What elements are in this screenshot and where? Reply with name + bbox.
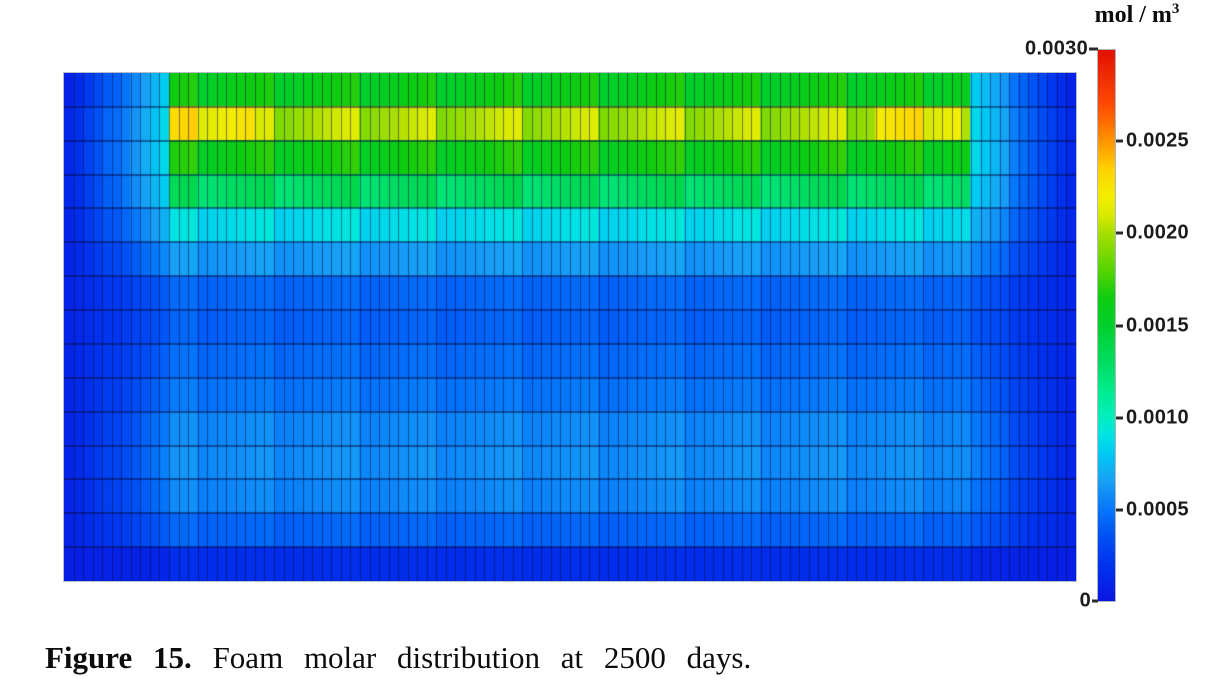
figure-caption: Figure 15. Foam molar distribution at 25… (45, 640, 751, 676)
colorbar-tick-mark (1116, 508, 1123, 512)
heatmap-plot (63, 72, 1077, 582)
colorbar-units-text: mol / m (1094, 2, 1172, 28)
colorbar-tick-0.0005: 0.0005 (1116, 498, 1189, 521)
colorbar-min-tick (1092, 599, 1098, 603)
figure-caption-text: Foam molar distribution at 2500 days. (212, 640, 752, 675)
colorbar-max-label: 0.0030 (1025, 38, 1098, 61)
colorbar-tick-0.0025: 0.0025 (1116, 130, 1189, 153)
colorbar-tick-mark (1116, 139, 1123, 143)
colorbar-tick-value: 0.0015 (1126, 314, 1189, 336)
colorbar-tick-value: 0.0025 (1126, 129, 1189, 152)
colorbar-tick-mark (1116, 231, 1123, 235)
colorbar-tick-0.0015: 0.0015 (1116, 314, 1189, 337)
colorbar-tick-mark (1116, 416, 1123, 420)
colorbar-gradient (1097, 49, 1116, 602)
colorbar-min-value: 0 (1079, 589, 1091, 612)
colorbar-max-tick (1089, 47, 1098, 51)
colorbar-tick-value: 0.0005 (1126, 498, 1189, 521)
figure-caption-label: Figure 15. (45, 640, 192, 675)
colorbar-min-label: 0 (1080, 590, 1098, 613)
colorbar-tick-0.0020: 0.0020 (1116, 222, 1189, 245)
colorbar-units-title: mol / m3 (1056, 1, 1218, 29)
colorbar-tick-0.0010: 0.0010 (1116, 406, 1189, 429)
heatmap-canvas (64, 73, 1076, 581)
colorbar-tick-value: 0.0020 (1126, 221, 1189, 244)
colorbar-units-exponent: 3 (1171, 1, 1180, 17)
colorbar-tick-mark (1116, 324, 1123, 327)
colorbar-max-value: 0.0030 (1025, 37, 1088, 60)
colorbar-tick-value: 0.0010 (1126, 406, 1189, 429)
